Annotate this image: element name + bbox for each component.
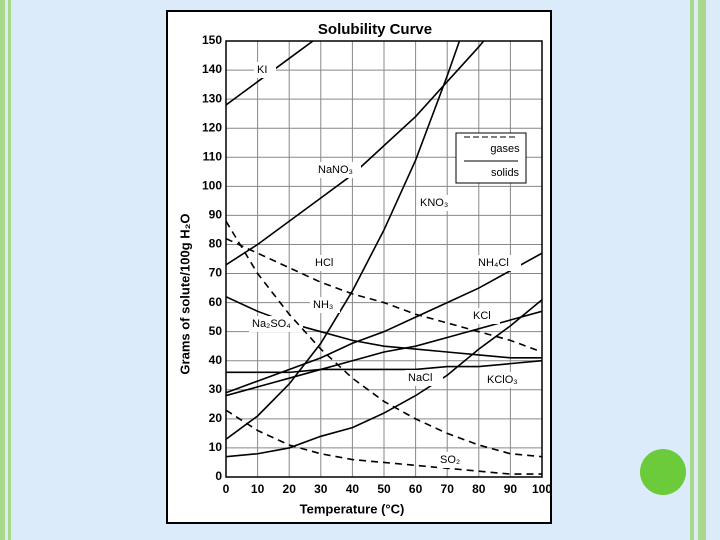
series-line [226,359,542,374]
series-label: KClO₃ [487,374,518,386]
label-bg [470,308,500,324]
series-line [226,41,485,266]
y-tick-label: 30 [209,382,223,396]
label-bg [310,297,340,313]
y-tick-label: 120 [202,120,222,134]
x-tick-label: 60 [409,482,423,496]
y-tick-label: 80 [209,237,223,251]
series-line [226,299,542,458]
series-line [226,409,542,475]
y-tick-label: 60 [209,295,223,309]
y-tick-label: 90 [209,208,223,222]
chart-title: Solubility Curve [318,21,432,38]
label-bg [475,255,521,271]
label-bg [315,162,361,178]
y-tick-label: 150 [202,33,222,47]
label-bg [417,195,455,211]
series-line [226,310,542,397]
series-line [226,41,461,440]
series-label: Na₂SO₄ [252,318,291,330]
x-tick-label: 80 [472,482,486,496]
y-tick-label: 130 [202,91,222,105]
series-label: NH₃ [313,299,333,311]
label-bg [405,370,443,386]
decor-bar [0,0,5,540]
y-tick-label: 20 [209,411,223,425]
x-tick-label: 20 [283,482,297,496]
label-bg [254,62,276,78]
x-tick-label: 40 [346,482,360,496]
legend-box [455,132,527,184]
y-tick-label: 110 [203,149,223,163]
x-tick-label: 100 [532,482,552,496]
series-line [226,252,542,394]
plot-border [225,40,543,478]
y-tick-label: 140 [202,62,222,76]
legend-label: gases [490,143,520,155]
legend-label: solids [491,167,520,179]
series-label: NaCl [408,372,432,384]
y-tick-label: 70 [209,266,223,280]
x-tick-label: 90 [504,482,518,496]
decor-bar [698,0,706,540]
x-tick-label: 10 [251,482,265,496]
series-label: KCl [473,310,491,322]
decor-bar [8,0,11,540]
decor-circle [640,449,686,495]
x-tick-label: 0 [223,482,230,496]
series-label: KI [257,64,267,76]
x-axis-title: Temperature (°C) [300,501,405,516]
series-label: SO₂ [440,454,460,466]
x-tick-label: 70 [441,482,455,496]
y-tick-label: 0 [215,469,222,483]
series-label: NH₄Cl [478,257,509,269]
y-tick-label: 10 [209,440,223,454]
label-bg [437,452,467,468]
y-tick-label: 100 [202,179,222,193]
label-bg [249,316,303,332]
label-bg [484,372,530,388]
x-tick-label: 30 [314,482,328,496]
y-tick-label: 40 [209,353,223,367]
decor-bar [690,0,694,540]
y-axis-title: Grams of solute/100g H₂O [177,213,192,374]
y-tick-label: 50 [209,324,223,338]
series-label: NaNO₃ [318,164,353,176]
x-tick-label: 50 [377,482,391,496]
label-bg [312,255,342,271]
series-line [226,237,542,353]
series-label: KNO₃ [420,197,448,209]
series-label: HCl [315,257,333,269]
series-line [226,220,542,458]
